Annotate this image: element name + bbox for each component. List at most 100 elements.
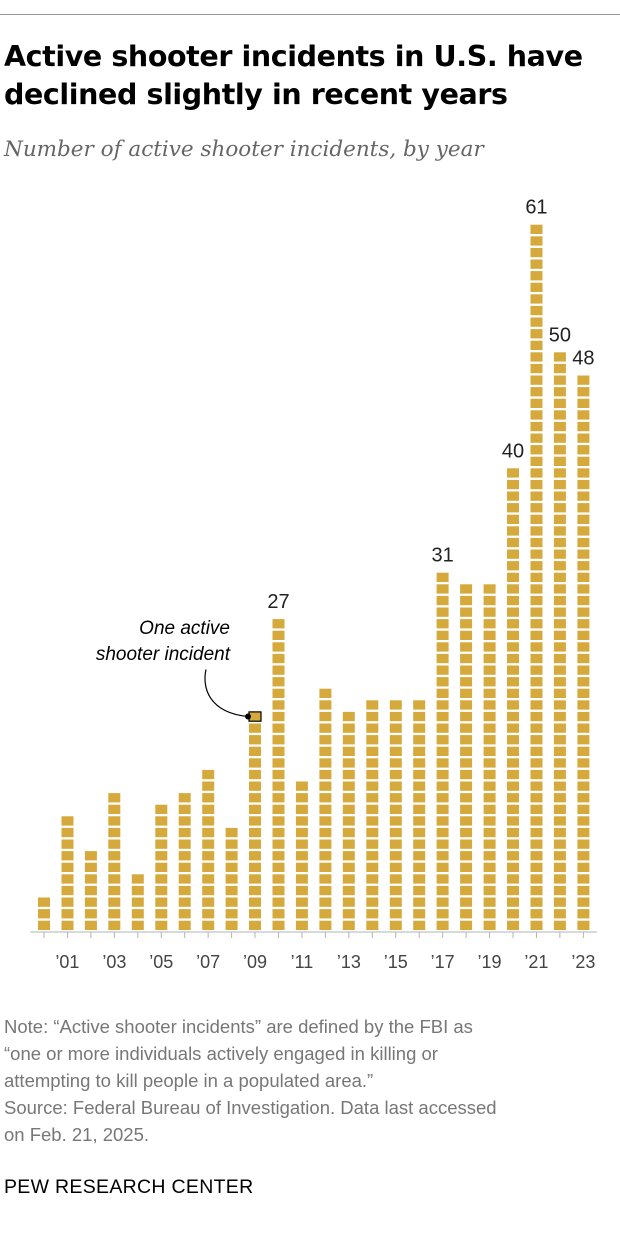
incident-square (366, 827, 379, 838)
incident-square (272, 874, 285, 884)
incident-square (530, 677, 543, 687)
incident-square (483, 677, 496, 687)
incident-square (389, 700, 402, 710)
incident-square (38, 897, 50, 907)
incident-square (436, 723, 449, 733)
incident-square (61, 897, 74, 907)
incident-square (577, 781, 590, 791)
incident-square (366, 909, 379, 919)
incident-square (389, 769, 402, 780)
incident-square (413, 920, 426, 930)
incident-square (108, 897, 121, 907)
incident-square (436, 758, 449, 768)
incident-square (155, 920, 168, 930)
incident-square (530, 862, 543, 872)
incident-square (483, 746, 496, 756)
incident-square (436, 630, 449, 640)
incident-square (319, 839, 332, 849)
incident-square (530, 375, 543, 385)
incident-square (178, 827, 191, 838)
incident-square (530, 909, 543, 919)
incident-square (108, 909, 121, 919)
incident-square (483, 630, 496, 640)
incident-square (577, 851, 590, 861)
incident-square (577, 700, 590, 710)
incident-square (530, 688, 543, 698)
incident-square (366, 781, 379, 791)
incident-square (436, 851, 449, 861)
incident-square (436, 920, 449, 930)
incident-square (413, 897, 426, 907)
incident-square (389, 839, 402, 849)
incident-square (225, 827, 238, 838)
incident-square (249, 909, 261, 919)
incident-square (530, 398, 543, 408)
data-label: 48 (572, 348, 594, 370)
incident-square (249, 746, 261, 756)
x-tick-label: ’21 (524, 952, 548, 972)
bar-2007 (202, 769, 215, 930)
incident-square (553, 503, 566, 513)
incident-square (319, 723, 332, 733)
incident-square (553, 700, 566, 710)
incident-square (553, 479, 566, 490)
bars-group (38, 224, 590, 930)
incident-square (366, 723, 379, 733)
incident-square (577, 468, 590, 478)
incident-square (460, 619, 473, 629)
incident-square (577, 723, 590, 733)
incident-square (155, 885, 168, 896)
incident-square (483, 827, 496, 838)
x-tick-label: ’01 (55, 952, 79, 972)
data-label: 61 (525, 197, 547, 219)
incident-square (553, 584, 566, 594)
incident-square (389, 758, 402, 768)
incident-square (530, 781, 543, 791)
incident-square (342, 897, 355, 907)
incident-square (530, 410, 543, 420)
incident-square (342, 746, 355, 756)
incident-square (553, 642, 566, 652)
bar-2011 (295, 781, 308, 930)
incident-square (108, 804, 121, 814)
incident-square (272, 746, 285, 756)
incident-square (507, 688, 519, 698)
incident-square (178, 862, 191, 872)
incident-square (319, 711, 332, 722)
incident-square (553, 711, 566, 722)
incident-square (295, 804, 308, 814)
incident-square (553, 781, 566, 791)
incident-square (577, 677, 590, 687)
bar-2013 (342, 711, 355, 930)
x-axis-ticks: ’01 ’03 ’05 ’07 ’09 ’11 ’13 ’15 ’17 ’19 ’21 ’23 (43, 932, 595, 972)
incident-square (319, 804, 332, 814)
incident-square (413, 909, 426, 919)
incident-square (366, 874, 379, 884)
incident-square (507, 619, 519, 629)
incident-square (413, 758, 426, 768)
incident-square (483, 758, 496, 768)
incident-square (553, 677, 566, 687)
incident-square (577, 735, 590, 745)
incident-square (483, 781, 496, 791)
incident-square (295, 897, 308, 907)
incident-square (507, 804, 519, 814)
incident-square (577, 619, 590, 629)
incident-square (483, 607, 496, 617)
incident-square (507, 735, 519, 745)
incident-square (108, 920, 121, 930)
bar-2021 (530, 224, 543, 930)
incident-square (460, 862, 473, 872)
incident-square (577, 909, 590, 919)
source-line: Source: Federal Bureau of Investigation.… (4, 1097, 497, 1118)
note-line: “one or more individuals actively engage… (4, 1043, 438, 1064)
incident-square (507, 526, 519, 536)
incident-square (61, 885, 74, 896)
bar-2003 (108, 793, 121, 930)
incident-square (249, 874, 261, 884)
incident-square (553, 804, 566, 814)
x-tick-label: ’19 (478, 952, 502, 972)
incident-square (366, 862, 379, 872)
incident-square (507, 711, 519, 722)
incident-square (272, 897, 285, 907)
